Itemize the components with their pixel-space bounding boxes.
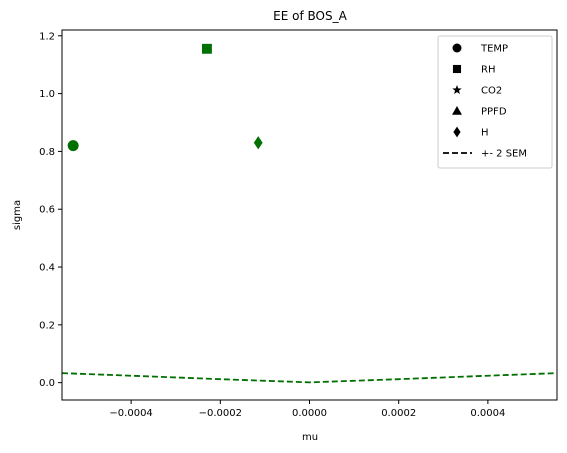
- x-axis-label: mu: [302, 432, 318, 443]
- y-tick-label: 1.0: [39, 89, 55, 100]
- legend-label: +- 2 SEM: [481, 149, 527, 160]
- plot-frame: [61, 29, 558, 401]
- legend-marker-co2: [452, 85, 462, 94]
- y-tick-label: 0.2: [39, 320, 55, 331]
- y-tick-label: 0.0: [39, 378, 55, 389]
- sem-layer: [61, 372, 558, 384]
- y-axis-ticks: 0.0 0.2 0.4 0.6 0.8 1.0 1.2: [39, 31, 62, 389]
- legend-marker-h: [453, 126, 461, 138]
- point-rh: [201, 43, 212, 54]
- legend-label: H: [481, 128, 489, 139]
- legend-marker-ppfd: [452, 106, 462, 115]
- y-tick-label: 0.4: [39, 263, 55, 274]
- point-temp: [67, 140, 79, 152]
- legend-label: PPFD: [481, 107, 507, 118]
- legend-marker-rh: [452, 64, 462, 74]
- x-tick-label: 0.0002: [381, 408, 416, 419]
- x-tick-label: 0.0004: [470, 408, 505, 419]
- y-axis-label: sigma: [12, 200, 23, 230]
- x-tick-label: 0.0000: [292, 408, 327, 419]
- sem-line: [61, 372, 558, 384]
- legend-label: CO2: [481, 86, 502, 97]
- legend-label: RH: [481, 65, 495, 76]
- legend-box: [437, 35, 553, 169]
- legend-label: TEMP: [480, 44, 508, 55]
- x-axis-ticks: −0.0004 −0.0002 0.0000 0.0002 0.0004: [109, 400, 505, 419]
- chart-title: EE of BOS_A: [273, 9, 347, 23]
- point-h: [253, 136, 263, 150]
- y-tick-label: 0.6: [39, 205, 55, 216]
- legend: TEMP RH CO2 PPFD H +- 2 SEM: [437, 35, 553, 169]
- x-tick-label: −0.0004: [109, 408, 152, 419]
- y-tick-label: 1.2: [39, 31, 55, 42]
- legend-marker-temp: [452, 43, 462, 53]
- points-layer: [67, 43, 263, 152]
- y-tick-label: 0.8: [39, 147, 55, 158]
- x-tick-label: −0.0002: [199, 408, 242, 419]
